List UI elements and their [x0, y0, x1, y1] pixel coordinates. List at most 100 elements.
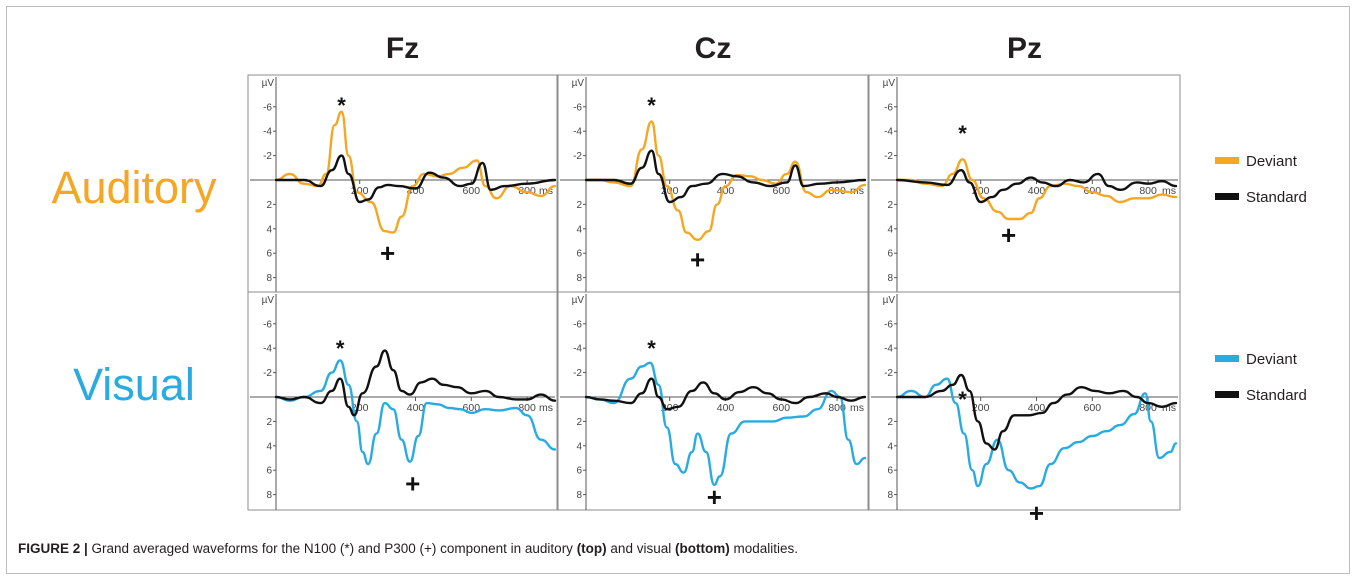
caption-text-1: Grand averaged waveforms for the N100 (*… — [87, 541, 577, 556]
y-unit-label: µV — [262, 295, 275, 306]
y-unit-label: µV — [572, 295, 585, 306]
p300-marker: + — [707, 482, 722, 512]
y-tick-label: 4 — [887, 441, 893, 452]
y-tick-label: -2 — [263, 368, 272, 379]
y-tick-label: 6 — [576, 466, 582, 477]
x-tick-label: 400 — [407, 402, 425, 414]
y-tick-label: -2 — [263, 151, 272, 162]
y-tick-label: -2 — [573, 368, 582, 379]
y-unit-label: µV — [883, 295, 896, 306]
y-tick-label: 6 — [887, 466, 893, 477]
legend-label-standard-visual: Standard — [1246, 387, 1307, 404]
p300-marker: + — [380, 238, 395, 268]
x-tick-label: 600 — [773, 402, 791, 414]
y-tick-label: 2 — [887, 200, 893, 211]
y-tick-label: -4 — [263, 344, 272, 355]
y-tick-label: 2 — [576, 417, 582, 428]
n100-marker: * — [337, 93, 346, 118]
caption-bottom: (bottom) — [674, 541, 730, 556]
caption-label: FIGURE 2 | — [18, 541, 88, 556]
legend-swatch-deviant-auditory — [1215, 157, 1239, 164]
y-tick-label: 2 — [576, 200, 582, 211]
x-unit-label: ms — [850, 402, 864, 414]
y-tick-label: -6 — [573, 102, 582, 113]
x-tick-label: 600 — [463, 185, 481, 197]
caption-text-3: modalities. — [729, 541, 798, 556]
y-tick-label: -6 — [884, 102, 893, 113]
y-tick-label: 6 — [576, 249, 582, 260]
x-tick-label: 800 — [518, 402, 536, 414]
y-tick-label: 2 — [887, 417, 893, 428]
n100-marker: * — [647, 336, 656, 361]
p300-marker: + — [1001, 220, 1016, 250]
y-tick-label: 8 — [576, 490, 582, 501]
panel-border — [868, 291, 1181, 511]
figure-caption: FIGURE 2 | Grand averaged waveforms for … — [18, 541, 798, 556]
y-tick-label: -4 — [573, 344, 582, 355]
y-tick-label: -6 — [884, 319, 893, 330]
p300-marker: + — [1029, 498, 1044, 528]
modality-label-auditory: Auditory — [51, 162, 217, 213]
y-tick-label: -2 — [573, 151, 582, 162]
caption-top: (top) — [576, 541, 607, 556]
y-tick-label: -4 — [884, 127, 893, 138]
x-unit-label: ms — [1162, 402, 1176, 414]
y-tick-label: -6 — [263, 102, 272, 113]
p300-marker: + — [405, 469, 420, 499]
y-tick-label: -6 — [263, 319, 272, 330]
x-tick-label: 200 — [351, 402, 369, 414]
n100-marker: * — [958, 387, 967, 412]
panel-border — [247, 291, 558, 511]
series-line-deviant — [584, 361, 867, 486]
series-line-deviant — [274, 359, 557, 466]
y-tick-label: 4 — [576, 224, 582, 235]
y-tick-label: 4 — [576, 441, 582, 452]
legend-swatch-standard-visual — [1215, 391, 1239, 398]
y-unit-label: µV — [883, 78, 896, 89]
panel-border — [247, 74, 558, 293]
series-line-deviant — [274, 110, 557, 234]
p300-marker: + — [690, 244, 705, 274]
y-tick-label: 8 — [266, 490, 272, 501]
modality-label-visual: Visual — [73, 359, 195, 410]
x-tick-label: 200 — [972, 402, 990, 414]
y-tick-label: 8 — [887, 490, 893, 501]
y-tick-label: 8 — [576, 273, 582, 284]
y-tick-label: 2 — [266, 200, 272, 211]
series-line-deviant — [895, 158, 1178, 221]
legend-swatch-deviant-visual — [1215, 355, 1239, 362]
y-tick-label: -4 — [263, 127, 272, 138]
n100-marker: * — [647, 93, 656, 118]
x-unit-label: ms — [539, 402, 553, 414]
n100-marker: * — [336, 336, 345, 361]
y-tick-label: 6 — [887, 249, 893, 260]
series-line-standard — [274, 349, 557, 417]
caption-text-2: and visual — [606, 541, 675, 556]
y-tick-label: 6 — [266, 466, 272, 477]
x-tick-label: 400 — [1028, 185, 1046, 197]
x-tick-label: 400 — [1028, 402, 1046, 414]
series-line-deviant — [584, 120, 867, 241]
x-tick-label: 800 — [1139, 185, 1157, 197]
x-tick-label: 600 — [1084, 402, 1102, 414]
series-line-standard — [274, 154, 557, 204]
y-tick-label: 4 — [266, 441, 272, 452]
x-tick-label: 600 — [773, 185, 791, 197]
channel-label-pz: Pz — [1007, 32, 1042, 65]
y-tick-label: 8 — [887, 273, 893, 284]
y-tick-label: 6 — [266, 249, 272, 260]
series-line-standard — [584, 377, 867, 411]
y-unit-label: µV — [262, 78, 275, 89]
series-line-standard — [895, 169, 1178, 204]
legend-label-standard-auditory: Standard — [1246, 189, 1307, 206]
y-tick-label: -4 — [573, 127, 582, 138]
series-line-standard — [895, 373, 1178, 451]
channel-label-fz: Fz — [386, 32, 419, 65]
